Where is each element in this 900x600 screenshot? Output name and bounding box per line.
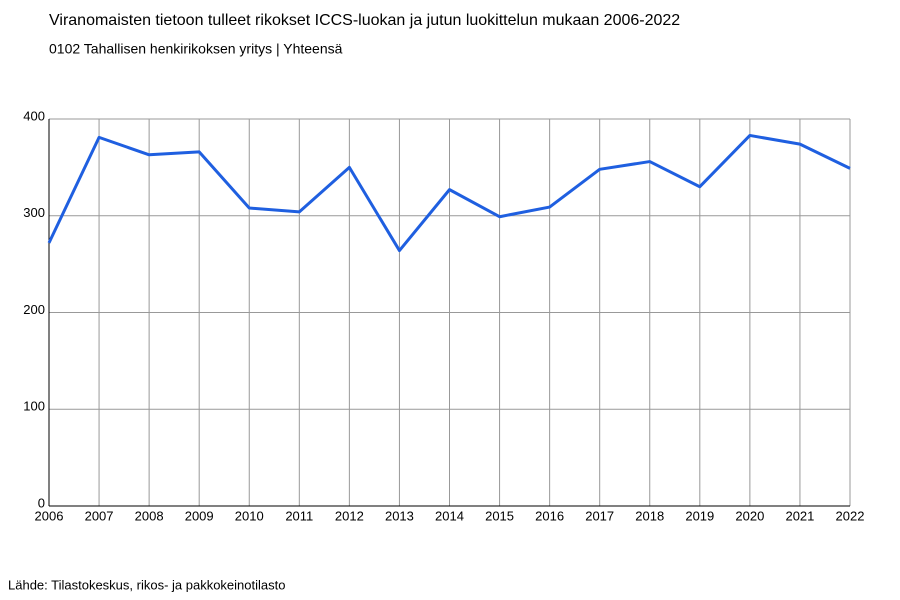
y-tick-label: 200	[23, 302, 45, 317]
x-tick-label: 2014	[435, 508, 464, 523]
x-tick-label: 2022	[836, 508, 865, 523]
data-line	[47, 133, 851, 253]
x-tick-label: 2021	[785, 508, 814, 523]
x-tick-label: 2011	[285, 508, 313, 523]
x-tick-label: 2008	[135, 508, 164, 523]
x-tick-label: 2006	[35, 508, 64, 523]
y-tick-label: 100	[23, 399, 45, 414]
x-tick-label: 2017	[585, 508, 614, 523]
x-tick-label: 2010	[235, 508, 264, 523]
y-tick-label: 400	[23, 108, 45, 123]
x-tick-label: 2012	[335, 508, 364, 523]
x-tick-label: 2009	[185, 508, 214, 523]
y-tick-label: 0	[38, 495, 45, 510]
x-tick-label: 2015	[485, 508, 514, 523]
x-tick-label: 2007	[85, 508, 114, 523]
source: Lähde: Tilastokeskus, rikos- ja pakkokei…	[8, 577, 285, 592]
x-tick-label: 2013	[385, 508, 414, 523]
chart-subtitle: 0102 Tahallisen henkirikoksen yritys | Y…	[49, 41, 343, 57]
y-tick-label: 300	[23, 205, 45, 220]
x-tick-label: 2019	[685, 508, 714, 523]
chart-title: Viranomaisten tietoon tulleet rikokset I…	[49, 12, 680, 29]
x-tick-label: 2020	[735, 508, 764, 523]
x-tick-label: 2018	[635, 508, 664, 523]
x-tick-label: 2016	[535, 508, 564, 523]
